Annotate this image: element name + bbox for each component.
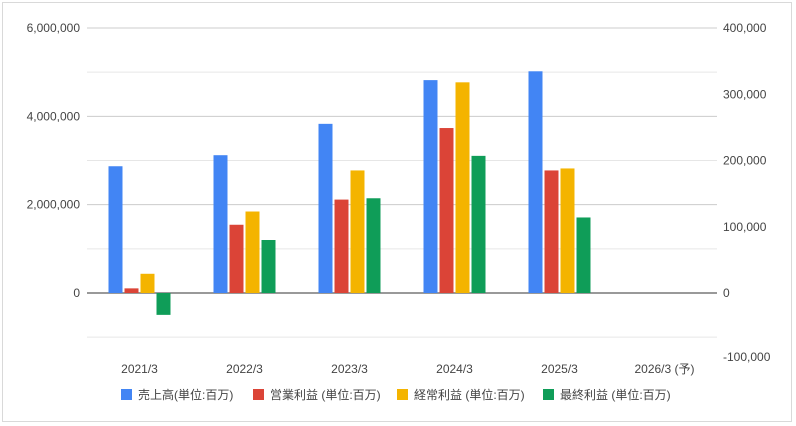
bar bbox=[245, 211, 260, 293]
category-tick-label: 2023/3 bbox=[331, 362, 368, 376]
bar bbox=[318, 123, 333, 293]
bar bbox=[528, 71, 543, 294]
grid-lines bbox=[87, 27, 717, 338]
legend-label: 売上高(単位:百万) bbox=[138, 387, 233, 402]
category-tick-label: 2021/3 bbox=[121, 362, 158, 376]
bar bbox=[229, 224, 244, 293]
right-axis-tick-label: 100,000 bbox=[723, 220, 767, 234]
left-axis-tick-label: 2,000,000 bbox=[27, 198, 81, 212]
category-tick-label: 2022/3 bbox=[226, 362, 263, 376]
legend-swatch bbox=[121, 389, 132, 400]
bar bbox=[576, 217, 591, 293]
category-tick-label: 2026/3 (予) bbox=[634, 362, 694, 376]
bar bbox=[213, 155, 228, 293]
bar bbox=[423, 80, 438, 293]
bar bbox=[455, 82, 470, 293]
legend-label: 経常利益 (単位:百万) bbox=[414, 387, 525, 402]
bar bbox=[334, 199, 349, 293]
right-axis-tick-label: 0 bbox=[723, 286, 730, 300]
bar bbox=[350, 170, 365, 293]
category-tick-label: 2025/3 bbox=[541, 362, 578, 376]
bar bbox=[124, 288, 139, 293]
right-axis-tick-label: 300,000 bbox=[723, 87, 767, 101]
bar bbox=[108, 166, 123, 293]
right-axis-tick-label: 400,000 bbox=[723, 21, 767, 35]
bar bbox=[261, 240, 276, 293]
left-axis-tick-label: 4,000,000 bbox=[27, 109, 81, 123]
bar bbox=[439, 128, 454, 293]
right-axis-tick-label: 200,000 bbox=[723, 154, 767, 168]
bar bbox=[471, 155, 486, 293]
bar bbox=[366, 198, 381, 293]
left-axis-tick-label: 0 bbox=[73, 286, 80, 300]
bar bbox=[560, 168, 575, 293]
legend-swatch bbox=[253, 389, 264, 400]
category-tick-label: 2024/3 bbox=[436, 362, 473, 376]
bar bbox=[140, 273, 155, 293]
legend-label: 最終利益 (単位:百万) bbox=[560, 387, 671, 402]
legend: 売上高(単位:百万) 営業利益 (単位:百万) 経常利益 (単位:百万) 最終利益 (… bbox=[121, 387, 671, 402]
axes: 6,000,000 4,000,000 2,000,000 0 400,000 300,0… bbox=[27, 21, 771, 376]
legend-swatch bbox=[543, 389, 554, 400]
bar bbox=[544, 170, 559, 293]
bar-series bbox=[108, 71, 591, 315]
legend-swatch bbox=[397, 389, 408, 400]
legend-label: 営業利益 (単位:百万) bbox=[270, 387, 381, 402]
left-axis-tick-label: 6,000,000 bbox=[27, 21, 81, 35]
bar bbox=[156, 293, 171, 315]
right-axis-tick-label: -100,000 bbox=[723, 350, 771, 364]
